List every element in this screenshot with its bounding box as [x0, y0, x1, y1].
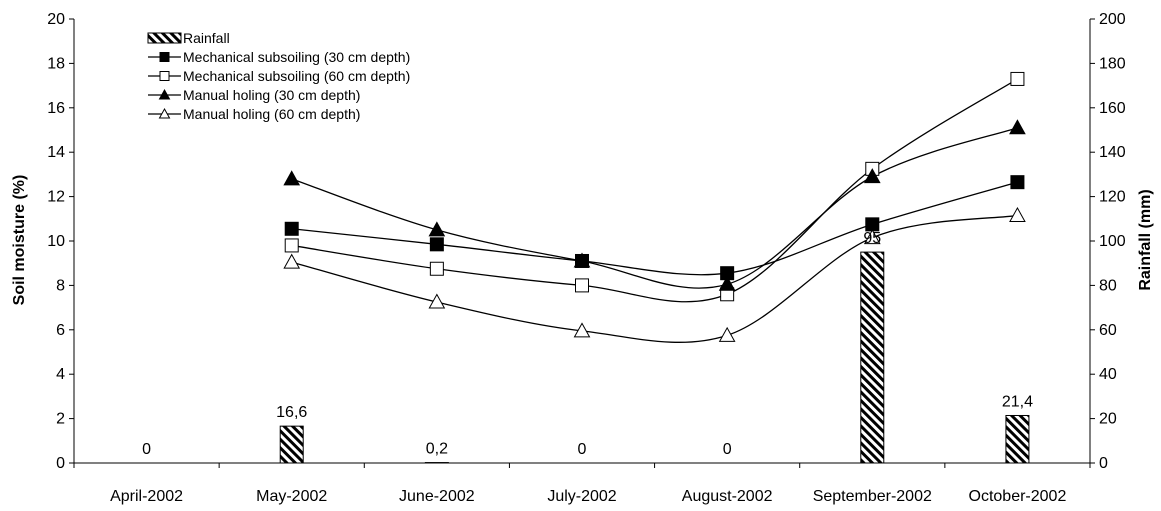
legend-swatch-rainfall [147, 32, 182, 44]
data-point [863, 229, 881, 245]
rainfall-bar [860, 251, 885, 464]
legend-marker [158, 88, 171, 100]
data-point [429, 237, 444, 252]
series-line [291, 214, 1018, 343]
y2-tick-label: 140 [1099, 144, 1126, 161]
legend-marker [158, 107, 171, 119]
x-tick-label: May-2002 [256, 488, 327, 505]
data-point [1010, 175, 1025, 190]
y2-tick-label: 160 [1099, 100, 1126, 117]
data-point [575, 278, 589, 293]
y-tick-label: 14 [47, 144, 65, 161]
y-tick-label: 18 [47, 55, 65, 72]
y-tick-label: 4 [56, 366, 65, 383]
series-lines [283, 71, 1026, 343]
rainfall-data-label: 0,2 [426, 441, 448, 458]
rainfall-bar [279, 425, 304, 464]
series-line [291, 127, 1018, 289]
data-point [284, 238, 299, 253]
rainfall-data-label: 0 [723, 441, 732, 458]
series-line [291, 181, 1018, 276]
legend-label-rainfall: Rainfall [183, 30, 230, 46]
data-point [1010, 71, 1025, 86]
y2-tick-label: 20 [1099, 411, 1117, 428]
y2-tick-label: 100 [1099, 233, 1126, 250]
legend-label: Manual holing (60 cm depth) [183, 106, 360, 122]
y2-tick-label: 120 [1099, 189, 1126, 206]
legend-label: Mechanical subsoiling (60 cm depth) [183, 68, 410, 84]
x-tick-label: September-2002 [813, 488, 932, 505]
legend: Rainfall Mechanical subsoiling (30 cm dep… [147, 30, 410, 122]
data-point [1009, 206, 1026, 222]
y-axis-label: Soil moisture (%) [11, 175, 28, 306]
legend-label: Mechanical subsoiling (30 cm depth) [183, 49, 410, 65]
data-point [429, 261, 444, 276]
y2-tick-label: 180 [1099, 55, 1126, 72]
data-point [428, 293, 446, 309]
axes: 0246810121416182002040608010012014016018… [47, 11, 1126, 505]
x-tick-label: July-2002 [547, 488, 616, 505]
data-point [573, 322, 591, 338]
x-tick-label: August-2002 [682, 488, 773, 505]
x-tick-label: October-2002 [969, 488, 1067, 505]
data-point [863, 168, 881, 184]
y2-tick-label: 80 [1099, 277, 1117, 294]
y-tick-label: 16 [47, 100, 65, 117]
data-point [573, 252, 591, 268]
data-point [718, 275, 736, 291]
rainfall-data-label: 95 [863, 230, 881, 247]
data-point [283, 253, 301, 269]
y2-tick-label: 200 [1099, 11, 1126, 28]
rainfall-data-label: 0 [142, 441, 151, 458]
legend-marker [159, 71, 170, 81]
y-tick-label: 0 [56, 455, 65, 472]
y2-tick-label: 0 [1099, 455, 1108, 472]
legend-marker [159, 52, 170, 62]
y-tick-label: 2 [56, 411, 65, 428]
rainfall-bar [1005, 414, 1030, 464]
rainfall-data-label: 16,6 [276, 404, 307, 421]
series-line [291, 78, 1018, 303]
data-labels: 0 16,6 0,2 0 0 95 21,4 [142, 230, 1033, 458]
data-point [283, 170, 301, 186]
legend-label: Manual holing (30 cm depth) [183, 87, 360, 103]
x-tick-label: June-2002 [399, 488, 475, 505]
y-tick-label: 10 [47, 233, 65, 250]
y2-tick-label: 40 [1099, 366, 1117, 383]
data-point [865, 217, 880, 232]
data-point [284, 221, 299, 236]
rainfall-data-label: 0 [578, 441, 587, 458]
rainfall-bars [279, 251, 1030, 464]
y-tick-label: 20 [47, 11, 65, 28]
x-tick-label: April-2002 [110, 488, 183, 505]
data-point [718, 326, 736, 342]
y2-axis-label: Rainfall (mm) [1137, 189, 1154, 290]
y-tick-label: 6 [56, 322, 65, 339]
y2-tick-label: 60 [1099, 322, 1117, 339]
y-tick-label: 12 [47, 189, 65, 206]
data-point [1009, 119, 1026, 135]
rainfall-data-label: 21,4 [1002, 393, 1033, 410]
data-point [428, 221, 446, 237]
y-tick-label: 8 [56, 277, 65, 294]
